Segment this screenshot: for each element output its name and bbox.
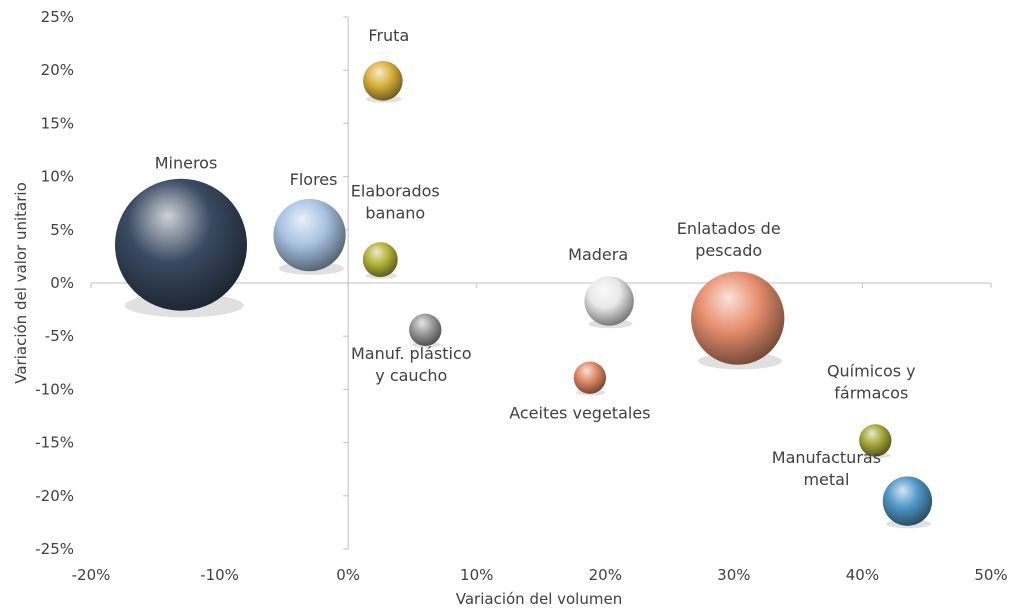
x-tick-label: -10% [200,566,239,584]
bubble-label: Madera [568,245,628,264]
x-tick-label: -20% [72,566,111,584]
y-tick-label: -10% [35,380,74,398]
y-tick-label: -15% [35,434,74,452]
bubble-point [115,178,247,311]
x-tick-label: 30% [717,566,750,584]
bubble-point [882,476,933,526]
bubble-point [362,242,398,278]
chart-labels: Mineros Flores Fruta Elaborados banano Manuf.… [155,26,916,489]
y-tick-label: -5% [45,327,74,345]
bubble-point [273,198,346,272]
bubble-label: Químicos y fármacos [827,361,916,402]
y-tick-label: -20% [35,487,74,505]
x-tick-label: 40% [846,566,879,584]
x-tick-label: 0% [336,566,360,584]
bubble-label: Mineros [155,154,218,173]
bubble-label: Manufacturas metal [772,448,881,489]
bubble-label: Aceites vegetales [509,404,650,423]
bubble-point [363,61,403,101]
bubble-label: Flores [290,170,338,189]
y-tick-label: 0% [50,274,74,292]
bubble-label: Enlatados de pescado [677,219,781,260]
y-tick-label: 5% [50,221,74,239]
chart-bubbles [115,61,933,529]
chart-axes: -20% -10% 0% 10% 20% 30% 40% 50% 25% 20% 15% 10% 5% 0… [35,8,1007,584]
bubble-label: Fruta [368,26,409,45]
x-tick-label: 50% [974,566,1007,584]
bubble-point [573,361,607,394]
y-tick-label: 25% [41,8,74,26]
x-tick-label: 10% [460,566,493,584]
bubble-point [584,276,634,326]
bubble-label: Elaborados banano [351,182,440,223]
x-tick-label: 20% [589,566,622,584]
y-tick-label: 20% [41,61,74,79]
bubble-point [691,271,785,365]
bubble-label: Manuf. plástico y caucho [351,344,472,385]
bubble-point [409,313,442,346]
bubble-point [859,424,892,457]
x-axis-title: Variación del volumen [456,590,622,608]
y-tick-label: 15% [41,114,74,132]
y-axis-title: Variación del valor unitario [12,182,30,383]
y-tick-label: -25% [35,540,74,558]
y-tick-label: 10% [41,168,74,186]
